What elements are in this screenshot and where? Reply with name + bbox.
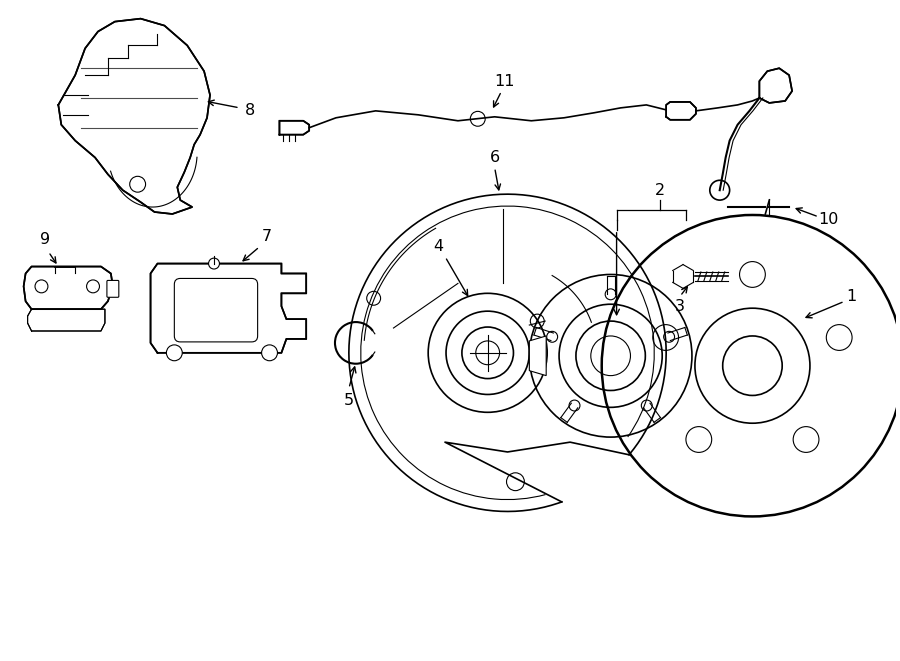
Polygon shape [529, 336, 546, 375]
Polygon shape [58, 19, 210, 214]
Circle shape [166, 345, 183, 361]
Text: 7: 7 [262, 229, 272, 245]
Text: 9: 9 [40, 232, 50, 247]
Text: 1: 1 [847, 289, 857, 304]
Polygon shape [279, 121, 310, 135]
Text: 11: 11 [494, 73, 515, 89]
Circle shape [209, 258, 220, 269]
Text: 10: 10 [819, 212, 839, 227]
Polygon shape [150, 264, 306, 353]
Polygon shape [23, 266, 112, 309]
Text: 5: 5 [344, 393, 354, 408]
Text: 8: 8 [245, 103, 255, 118]
Text: 3: 3 [675, 299, 685, 314]
Polygon shape [666, 102, 696, 120]
FancyBboxPatch shape [107, 280, 119, 297]
Circle shape [710, 180, 730, 200]
Circle shape [86, 280, 100, 293]
Polygon shape [28, 309, 105, 331]
Polygon shape [760, 68, 792, 103]
Text: 6: 6 [490, 150, 500, 165]
Text: 2: 2 [655, 182, 665, 198]
Circle shape [130, 176, 146, 192]
Text: 4: 4 [433, 239, 443, 254]
FancyBboxPatch shape [175, 278, 257, 342]
Circle shape [262, 345, 277, 361]
Circle shape [471, 111, 485, 126]
Circle shape [35, 280, 48, 293]
